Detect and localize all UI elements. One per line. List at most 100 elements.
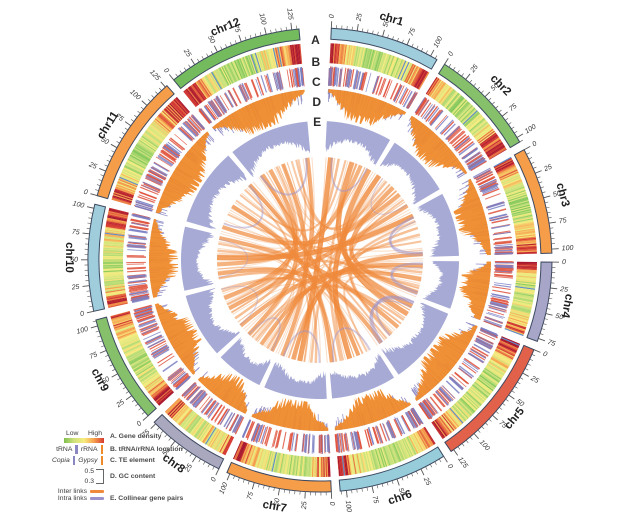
track-d-gc-area-chr1 xyxy=(325,121,391,167)
tick-chr5-50 xyxy=(508,394,515,400)
tick-chr5-90 xyxy=(481,426,485,430)
legend-intra-links-key: Intra links xyxy=(57,495,87,503)
tick-chr3-30 xyxy=(536,176,541,179)
tick-chr8-5 xyxy=(212,466,215,470)
tick-chr5-0 xyxy=(533,349,541,353)
inter-link-38 xyxy=(218,242,310,362)
tick-label-chr6-0: 0 xyxy=(446,463,454,470)
inter-link-21 xyxy=(239,159,347,232)
tick-chr7-65 xyxy=(263,485,265,489)
legend-trna-key: tRNA xyxy=(56,446,73,453)
legend: Low High A. Gene density tRNA rRNA B. tR… xyxy=(48,430,238,504)
tick-chr12-115 xyxy=(280,27,282,32)
inter-link-51 xyxy=(294,271,422,361)
intra-link-75 xyxy=(375,295,415,337)
tick-label-chr12-0: 0 xyxy=(162,67,170,75)
track-letter-C: C xyxy=(312,75,321,89)
gypsy-area-chr5 xyxy=(415,325,478,402)
legend-gradient-high-label: High xyxy=(88,430,102,437)
chromosome-label-chr10: chr10 xyxy=(63,242,75,273)
track-c-te-element-chr1 xyxy=(327,89,407,126)
gypsy-area-chr11 xyxy=(155,131,209,214)
tick-chr4-75 xyxy=(538,338,546,342)
tick-chr9-100 xyxy=(90,325,98,329)
track-a-heatmap-chr4 xyxy=(504,261,537,337)
gypsy-area-chr1 xyxy=(328,89,407,126)
track-e-collinear-links xyxy=(216,157,424,364)
gypsy-area-chr6 xyxy=(334,388,412,431)
tick-chr12-110 xyxy=(275,28,277,33)
inter-link-32 xyxy=(218,271,318,363)
intra-link-83 xyxy=(259,157,308,196)
legend-row-trna-rrna: tRNA rRNA B. tRNA/rRNA location xyxy=(48,445,238,454)
track-a-heatmap-chr10 xyxy=(103,207,129,309)
intra-link-78 xyxy=(331,327,371,363)
tick-chr6-20 xyxy=(425,466,428,470)
track-d-gc-area-chr7 xyxy=(264,362,327,399)
tick-chr9-80 xyxy=(101,345,105,348)
tick-chr12-100 xyxy=(264,27,267,35)
inter-link-41 xyxy=(290,160,391,230)
inter-link-15 xyxy=(221,192,401,246)
tick-chr10-10 xyxy=(88,300,92,303)
ideogram-chr3 xyxy=(513,149,553,255)
inter-link-42 xyxy=(259,175,388,340)
tick-chr2-105 xyxy=(519,139,523,143)
tick-label-chr2-100: 100 xyxy=(524,123,538,135)
gc-axis-bracket xyxy=(96,469,104,485)
tick-chr3-20 xyxy=(533,166,537,169)
tick-chr2-0 xyxy=(444,58,449,65)
tick-label-chr6-100: 100 xyxy=(344,500,352,513)
tick-chr3-60 xyxy=(546,206,550,209)
chromosome-label-chr6: chr6 xyxy=(387,488,414,507)
inter-link-40 xyxy=(230,188,291,314)
gypsy-area-chr4 xyxy=(458,261,491,320)
gypsy-area-chr12 xyxy=(212,89,305,137)
tick-label-chr1-0: 0 xyxy=(329,14,336,18)
track-b-trna-rrna-chr6 xyxy=(334,407,424,454)
tick-chr5-70 xyxy=(495,411,499,414)
tick-chr11-65 xyxy=(121,132,126,135)
tick-chr4-40 xyxy=(547,303,552,305)
tick-chr2-70 xyxy=(498,109,502,113)
tick-label-chr6-25: 25 xyxy=(421,476,431,487)
gypsy-area-chr2 xyxy=(409,115,468,175)
ideogram-chr4 xyxy=(526,261,553,343)
legend-label-collinear-pairs: E. Collinear gene pairs xyxy=(110,495,184,503)
inter-link-53 xyxy=(223,275,411,311)
tick-chr6-70 xyxy=(376,484,379,489)
track-a-heatmap-chr11 xyxy=(111,96,191,206)
tick-chr11-100 xyxy=(141,100,148,106)
inter-link-69 xyxy=(227,283,335,363)
tick-chr12-120 xyxy=(285,26,287,31)
tick-chr9-70 xyxy=(105,354,109,357)
inter-link-36 xyxy=(226,166,299,306)
tick-chr4-60 xyxy=(543,323,547,325)
gypsy-area-chr8 xyxy=(197,373,248,414)
inter-link-48 xyxy=(350,195,406,319)
tick-chr12-125 xyxy=(290,22,293,30)
tick-chr8-35 xyxy=(185,450,188,454)
tick-chr5-110 xyxy=(465,440,469,444)
ideogram-chr11 xyxy=(96,84,175,200)
tick-chr5-35 xyxy=(517,381,521,385)
inter-link-58 xyxy=(283,179,386,357)
tick-chr6-80 xyxy=(366,487,368,491)
inter-link-3 xyxy=(228,203,409,311)
track-c-te-element-chr8 xyxy=(197,371,250,414)
tick-chr3-55 xyxy=(544,201,549,204)
tick-label-chr5-0: 0 xyxy=(542,351,548,359)
tick-chr2-60 xyxy=(491,101,495,105)
inter-link-47 xyxy=(218,185,392,249)
intra-link-71 xyxy=(390,220,423,256)
tick-chr7-80 xyxy=(247,480,250,485)
intra-link-85 xyxy=(218,238,249,278)
tick-chr2-85 xyxy=(508,122,512,125)
tick-chr7-60 xyxy=(268,486,270,490)
tick-label-chr9-25: 25 xyxy=(115,399,126,410)
ideogram-chr1 xyxy=(330,27,438,70)
tick-label-chr1-75: 75 xyxy=(408,27,417,37)
tick-chr2-75 xyxy=(501,111,508,117)
inter-link-50 xyxy=(267,170,423,252)
